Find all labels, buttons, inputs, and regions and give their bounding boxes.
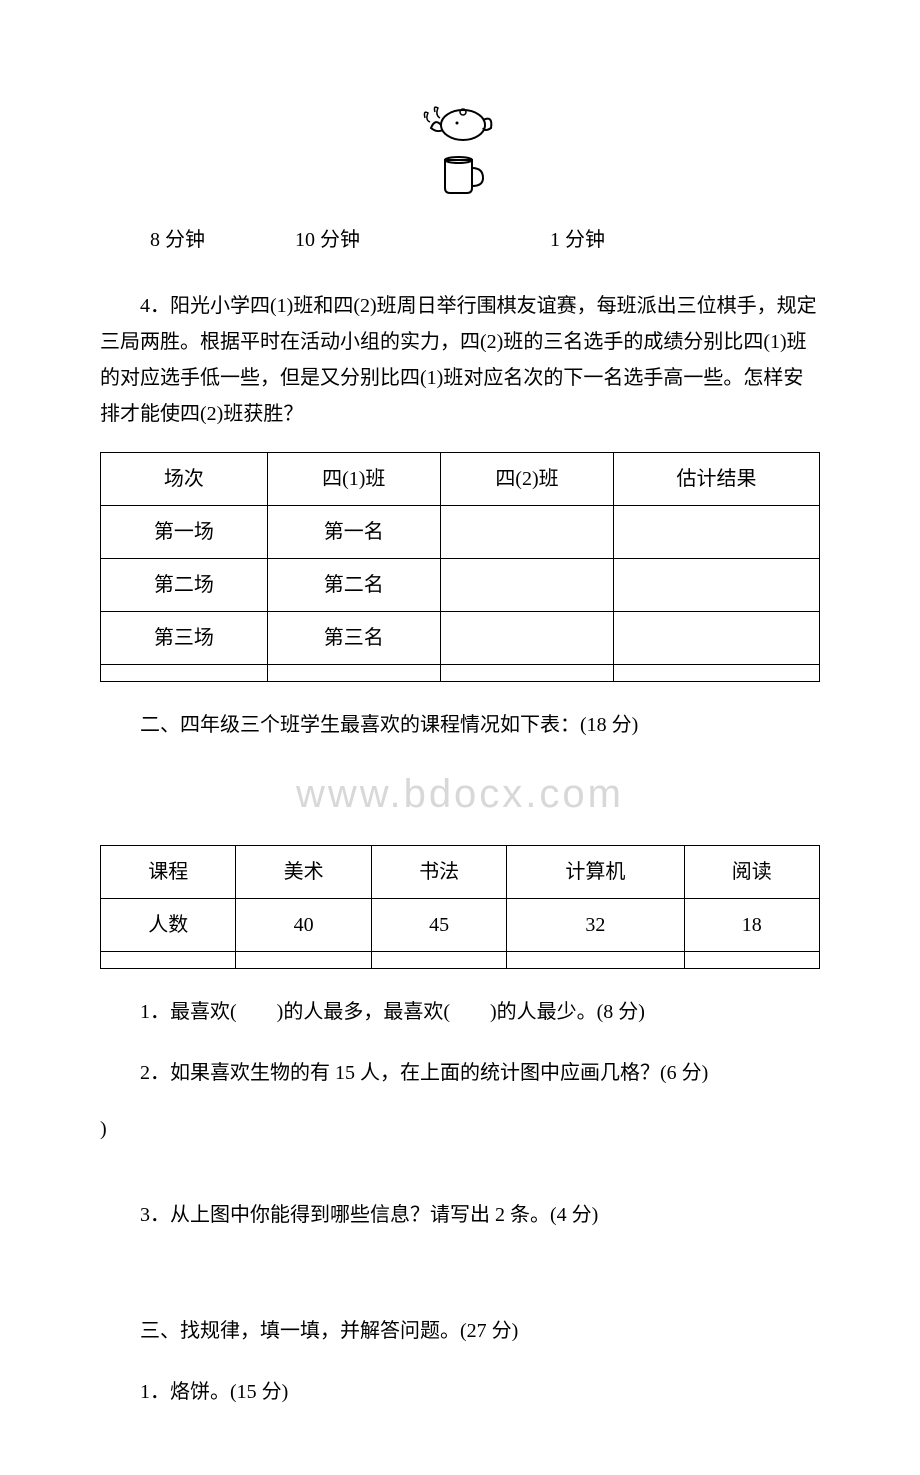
table-row: 人数 40 45 32 18 bbox=[101, 899, 820, 952]
table-cell: 场次 bbox=[101, 453, 268, 506]
chess-match-table: 场次 四(1)班 四(2)班 估计结果 第一场 第一名 第二场 第二名 第三场 … bbox=[100, 452, 820, 682]
table-cell bbox=[371, 952, 506, 969]
table-row: 第三场 第三名 bbox=[101, 612, 820, 665]
teapot-cup-image bbox=[100, 100, 820, 212]
table-cell: 45 bbox=[371, 899, 506, 952]
table-row: 第二场 第二名 bbox=[101, 559, 820, 612]
table-cell: 第二场 bbox=[101, 559, 268, 612]
courses-table: 课程 美术 书法 计算机 阅读 人数 40 45 32 18 bbox=[100, 845, 820, 969]
table-cell bbox=[507, 952, 684, 969]
table-row: 第一场 第一名 bbox=[101, 506, 820, 559]
table-row bbox=[101, 952, 820, 969]
table-cell: 40 bbox=[236, 899, 371, 952]
time-label-1: 8 分钟 bbox=[150, 222, 295, 258]
table-cell bbox=[101, 952, 236, 969]
table-row bbox=[101, 665, 820, 682]
table-cell bbox=[614, 559, 820, 612]
table-cell: 美术 bbox=[236, 846, 371, 899]
table-cell: 估计结果 bbox=[614, 453, 820, 506]
section-3-q1: 1．烙饼。(15 分) bbox=[100, 1374, 820, 1410]
table-cell: 第一场 bbox=[101, 506, 268, 559]
table-header-row: 场次 四(1)班 四(2)班 估计结果 bbox=[101, 453, 820, 506]
section-2-title: 二、四年级三个班学生最喜欢的课程情况如下表：(18 分) bbox=[100, 707, 820, 743]
table-cell: 第三名 bbox=[267, 612, 440, 665]
section-3-title: 三、找规律，填一填，并解答问题。(27 分) bbox=[100, 1313, 820, 1349]
table-cell: 阅读 bbox=[684, 846, 820, 899]
teapot-cup-svg bbox=[415, 100, 505, 200]
table-header-row: 课程 美术 书法 计算机 阅读 bbox=[101, 846, 820, 899]
table-cell bbox=[440, 506, 613, 559]
table-cell: 第一名 bbox=[267, 506, 440, 559]
question-2: 2．如果喜欢生物的有 15 人，在上面的统计图中应画几格？(6 分) bbox=[100, 1055, 820, 1091]
table-cell bbox=[614, 506, 820, 559]
question-2-close: ) bbox=[100, 1111, 820, 1147]
table-cell: 32 bbox=[507, 899, 684, 952]
table-cell bbox=[440, 665, 613, 682]
table-cell bbox=[440, 559, 613, 612]
spacer bbox=[100, 1283, 820, 1313]
time-labels-row: 8 分钟 10 分钟 1 分钟 bbox=[100, 222, 820, 258]
table-cell: 四(1)班 bbox=[267, 453, 440, 506]
table-cell bbox=[101, 665, 268, 682]
spacer bbox=[100, 1167, 820, 1197]
watermark-text: www.bdocx.com bbox=[100, 758, 820, 830]
table-cell bbox=[614, 612, 820, 665]
table-cell bbox=[684, 952, 820, 969]
table-cell bbox=[267, 665, 440, 682]
time-label-3: 1 分钟 bbox=[550, 222, 820, 258]
table-cell: 计算机 bbox=[507, 846, 684, 899]
table-cell: 四(2)班 bbox=[440, 453, 613, 506]
table-cell bbox=[440, 612, 613, 665]
time-label-2: 10 分钟 bbox=[295, 222, 550, 258]
problem-4-text: 4．阳光小学四(1)班和四(2)班周日举行围棋友谊赛，每班派出三位棋手，规定三局… bbox=[100, 288, 820, 432]
table-cell: 第三场 bbox=[101, 612, 268, 665]
table-cell: 人数 bbox=[101, 899, 236, 952]
question-1: 1．最喜欢( )的人最多，最喜欢( )的人最少。(8 分) bbox=[100, 994, 820, 1030]
table-cell: 课程 bbox=[101, 846, 236, 899]
table-cell: 书法 bbox=[371, 846, 506, 899]
table-cell: 第二名 bbox=[267, 559, 440, 612]
table-cell bbox=[614, 665, 820, 682]
table-cell: 18 bbox=[684, 899, 820, 952]
table-cell bbox=[236, 952, 371, 969]
question-3: 3．从上图中你能得到哪些信息？请写出 2 条。(4 分) bbox=[100, 1197, 820, 1233]
